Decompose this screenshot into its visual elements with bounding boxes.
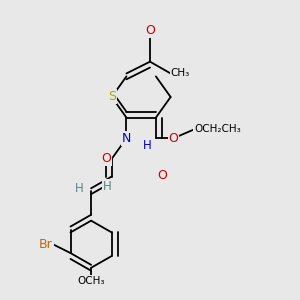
Text: S: S [108,91,116,103]
Text: H: H [103,180,112,193]
Text: H: H [143,139,152,152]
Text: CH₃: CH₃ [171,68,190,78]
Text: O: O [169,132,178,145]
Text: O: O [145,24,155,37]
Text: O: O [101,152,111,165]
Text: OCH₃: OCH₃ [77,276,105,286]
Text: O: O [157,169,167,182]
Text: N: N [122,132,131,145]
Text: Br: Br [39,238,53,251]
Text: H: H [75,182,84,195]
Text: OCH₂CH₃: OCH₂CH₃ [194,124,241,134]
